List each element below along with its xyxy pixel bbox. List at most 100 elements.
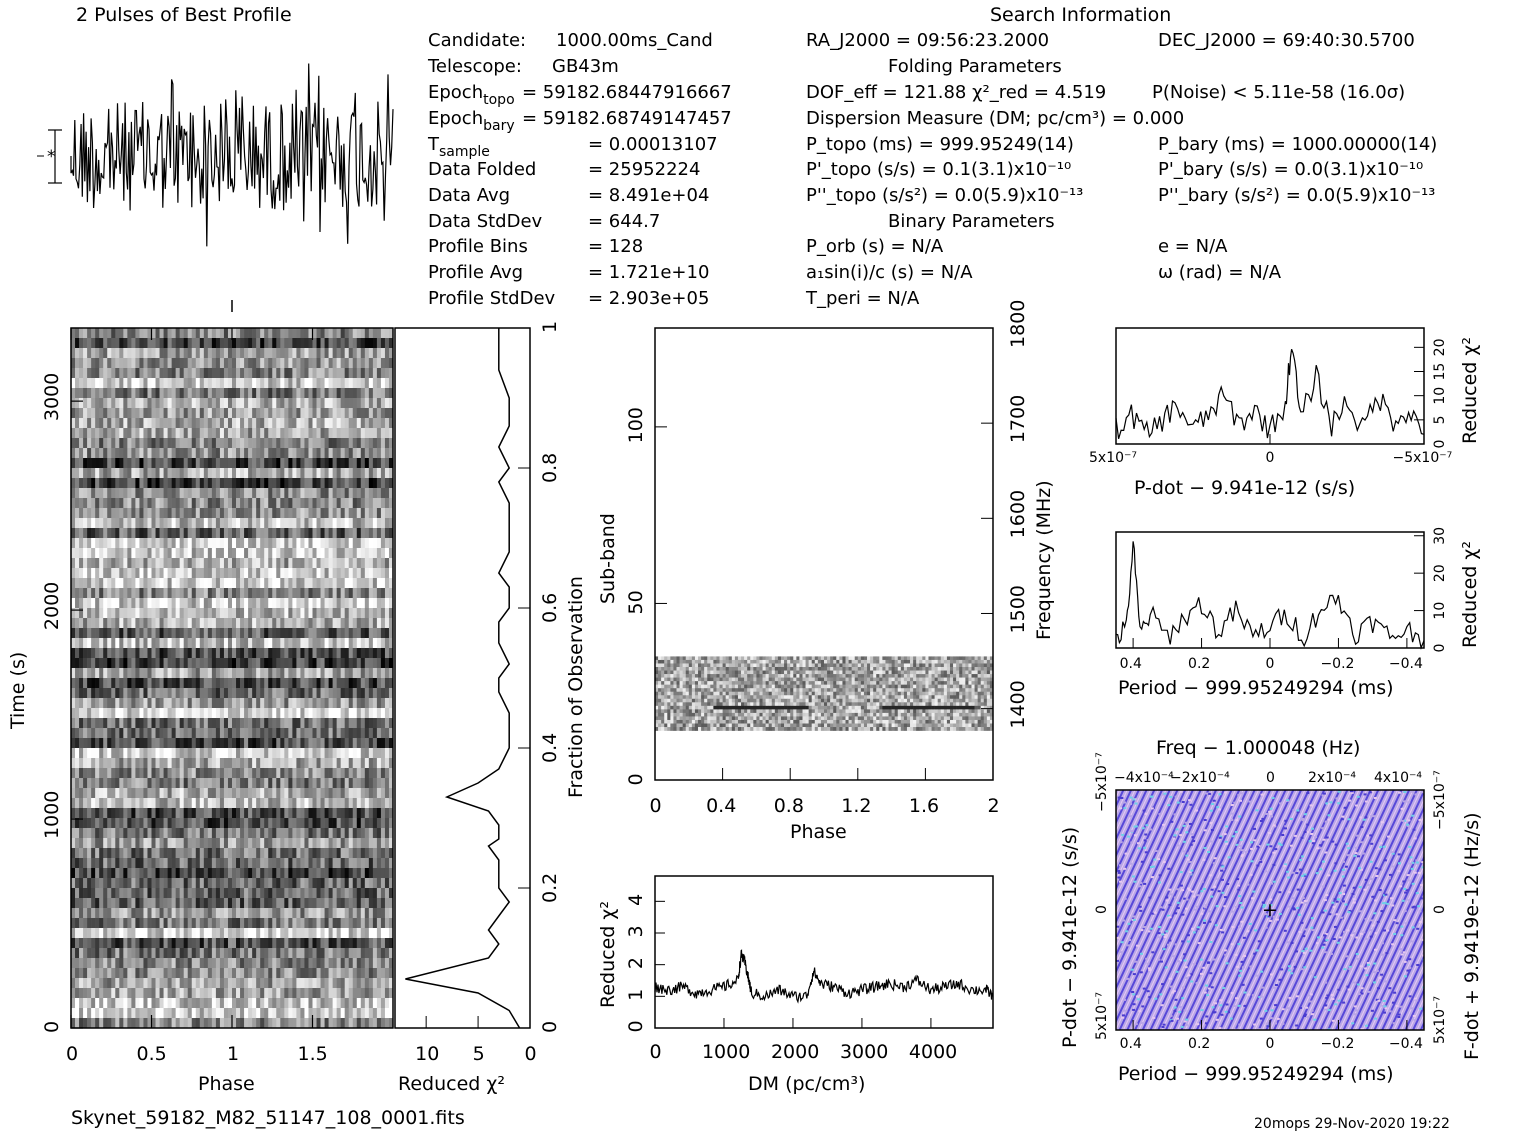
tp-cell [348,368,354,379]
tp-cell [119,588,124,599]
tp-cell [384,658,390,669]
tp-cell [304,878,309,889]
tp-cell [356,658,362,669]
tp-cell [340,738,346,749]
tp-cell [155,578,160,589]
tp-cell [260,708,265,719]
tp-cell [252,868,257,879]
tp-cell [83,568,88,579]
tp-cell [99,628,104,639]
tp-cell [268,518,273,529]
tp-cell [191,938,197,949]
tp-cell [352,378,358,389]
tp-cell [111,648,116,659]
tp-cell [79,388,84,399]
tp-cell [159,828,164,839]
tp-cell [244,698,249,709]
tp-cell [244,808,249,819]
tp-cell [380,618,386,629]
info-profile-bins: Profile Bins = 128 [428,236,643,257]
tp-cell [268,778,273,789]
tp-cell [179,748,185,759]
tp-cell [372,818,378,829]
tp-cell [127,528,132,539]
tp-cell [227,468,233,479]
tp-cell [296,328,301,339]
tp-cell [284,808,289,819]
tp-cell [123,848,128,859]
tp-cell [376,638,382,649]
tp-cell [123,548,128,559]
tp-cell [127,758,132,769]
tp-cell [103,718,108,729]
tp-cell [103,438,108,449]
tp-cell [244,378,249,389]
tp-cell [191,908,197,919]
tp-cell [127,348,132,359]
tp-cell [280,358,285,369]
tp-cell [163,368,168,379]
tp-cell [143,888,148,899]
tp-cell [127,898,132,909]
tp-cell [356,378,362,389]
tp-cell [99,568,104,579]
tp-cell [336,588,341,599]
tp-cell [356,688,362,699]
tp-cell [227,488,233,499]
tp-cell [71,918,76,929]
tp-cell [135,778,140,789]
tp-cell [260,758,265,769]
tp-cell [203,858,209,869]
tp-cell [280,618,285,629]
tp-cell [316,848,321,859]
tp-cell [163,568,168,579]
tp-cell [159,428,164,439]
tp-cell [203,788,209,799]
tp-cell [119,778,124,789]
tp-cell [280,818,285,829]
tp-cell [336,408,341,419]
tp-cell [272,418,277,429]
info-pdot-bary: P'_bary (s/s) = 0.0(3.1)x10⁻¹⁰ [1158,159,1423,180]
tp-cell [300,878,305,889]
tp-cell [119,388,124,399]
tp-cell [135,858,140,869]
tp-cell [336,458,341,469]
tp-cell [288,928,293,939]
tp-cell [300,618,305,629]
tp-cell [199,338,205,349]
tp-cell [183,858,189,869]
tp-cell [276,898,281,909]
tp-cell [308,818,313,829]
tp-cell [368,558,374,569]
tp-cell [95,518,100,529]
tp-cell [199,358,205,369]
tp-cell [344,538,350,549]
tp-cell [376,738,382,749]
tp-cell [159,328,164,339]
tp-cell [147,758,152,769]
tp-cell [107,438,112,449]
tp-cell [135,498,140,509]
tp-cell [364,478,370,489]
tp-cell [159,358,164,369]
tp-cell [75,668,80,679]
tp-cell [268,388,273,399]
tp-cell [187,468,193,479]
tp-cell [171,428,176,439]
tp-cell [219,488,225,499]
tp-cell [388,518,393,529]
tp-cell [175,498,180,509]
tp-cell [151,718,156,729]
tp-cell [183,658,189,669]
tp-cell [203,428,209,439]
tp-cell [364,758,370,769]
tp-cell [276,908,281,919]
tp-cell [135,788,140,799]
tp-cell [159,468,164,479]
tp-cell [155,858,160,869]
tp-cell [79,358,84,369]
tp-cell [163,518,168,529]
tp-cell [360,718,366,729]
tp-cell [151,638,156,649]
